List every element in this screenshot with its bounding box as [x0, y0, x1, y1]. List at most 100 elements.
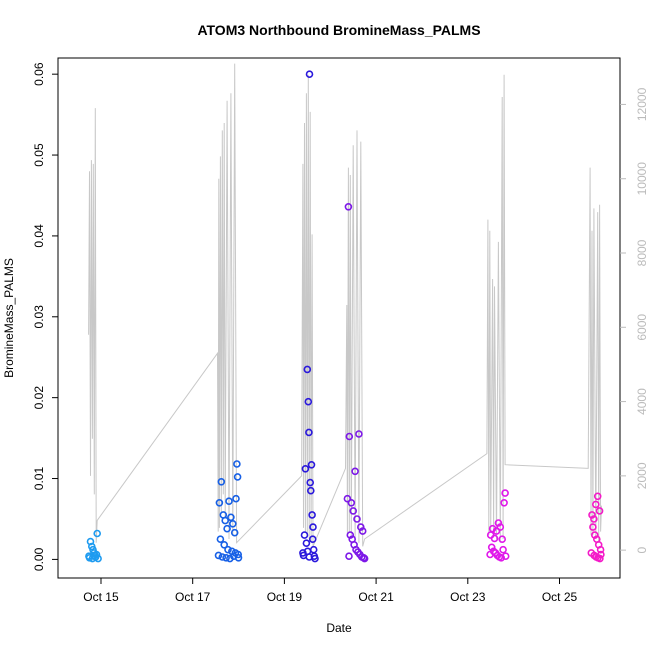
data-point-1-1	[217, 477, 226, 486]
y2-tick-label-5: 10000	[635, 162, 649, 196]
data-point-4-6	[498, 535, 507, 544]
x-tick-label-4: Oct 23	[450, 590, 486, 604]
data-point-1-17	[214, 551, 223, 560]
data-point-2-12	[302, 539, 311, 548]
y-tick-label-0: 0.00	[32, 547, 46, 571]
x-axis-label: Date	[326, 621, 352, 635]
data-point-3-9	[358, 527, 367, 535]
data-point-2-3	[304, 397, 313, 406]
data-point-1-13	[220, 540, 228, 549]
data-point-0-8	[93, 529, 101, 538]
data-point-4-2	[490, 534, 499, 543]
data-point-1-8	[230, 528, 239, 537]
data-point-2-14	[309, 545, 318, 554]
y-tick-label-1: 0.01	[32, 467, 46, 491]
y-axis-label: BromineMass_PALMS	[2, 258, 16, 378]
data-point-4-3	[492, 527, 501, 535]
x-tick-label-5: Oct 25	[542, 590, 578, 604]
data-point-1-0	[215, 498, 224, 507]
data-point-2-5	[305, 70, 314, 78]
data-point-4-14	[497, 553, 506, 562]
data-point-2-2	[303, 365, 312, 374]
data-point-4-15	[499, 545, 507, 554]
data-point-5-5	[589, 523, 597, 531]
data-point-5-0	[588, 511, 596, 519]
data-point-2-9	[308, 511, 316, 519]
data-point-3-18	[360, 554, 369, 563]
data-point-4-17	[486, 550, 494, 559]
data-point-5-4	[595, 507, 604, 515]
y-axis: 0.00 0.01 0.02 0.03 0.04 0.05 0.06	[32, 62, 58, 571]
data-point-3-4	[349, 507, 358, 515]
data-point-2-1	[301, 464, 310, 473]
chart-title: ATOM3 Northbound BromineMass_PALMS	[197, 22, 480, 38]
points-layer	[85, 70, 605, 563]
data-point-5-2	[591, 500, 600, 509]
y2-tick-label-4: 8000	[635, 239, 649, 266]
data-point-4-5	[496, 523, 505, 531]
y2-tick-label-2: 4000	[635, 388, 649, 415]
data-point-5-15	[597, 550, 605, 559]
data-point-4-7	[500, 498, 508, 507]
x-tick-label-0: Oct 15	[83, 590, 119, 604]
x-tick-label-2: Oct 19	[267, 590, 303, 604]
data-point-4-9	[487, 543, 496, 552]
data-point-1-7	[229, 519, 237, 528]
data-point-3-8	[356, 523, 365, 531]
data-point-4-16	[501, 552, 510, 561]
y2-tick-label-6: 12000	[635, 87, 649, 121]
data-point-3-6	[353, 515, 361, 523]
data-point-3-5	[351, 467, 359, 476]
data-point-0-9	[92, 550, 101, 559]
data-point-1-9	[232, 494, 240, 503]
data-point-1-5	[225, 497, 233, 506]
data-point-3-3	[347, 498, 356, 507]
data-point-1-12	[216, 535, 225, 544]
y-tick-label-3: 0.03	[32, 305, 46, 329]
data-point-1-6	[227, 513, 235, 522]
data-point-2-4	[305, 428, 313, 437]
data-point-1-22	[234, 550, 242, 559]
data-point-0-0	[86, 537, 95, 546]
secondary-line-layer	[88, 63, 602, 547]
data-point-0-11	[88, 554, 97, 563]
data-point-3-7	[355, 430, 363, 438]
data-point-1-19	[222, 553, 230, 562]
data-point-1-14	[224, 545, 232, 554]
y2-tick-label-1: 2000	[635, 462, 649, 489]
data-point-3-19	[345, 552, 353, 561]
y-tick-label-5: 0.05	[32, 143, 46, 167]
data-point-4-4	[494, 519, 503, 527]
data-point-1-4	[223, 524, 231, 533]
data-point-1-23	[234, 553, 243, 562]
data-point-1-11	[233, 473, 242, 481]
y2-tick-label-0: 0	[635, 546, 649, 553]
data-point-5-1	[590, 515, 598, 523]
data-point-3-1	[344, 203, 353, 211]
data-point-5-9	[596, 545, 605, 554]
x-axis: Oct 15 Oct 17 Oct 19 Oct 21 Oct 23 Oct 25	[83, 578, 577, 604]
data-point-5-6	[590, 531, 599, 539]
data-point-2-19	[311, 554, 319, 563]
y2-tick-label-3: 6000	[635, 314, 649, 341]
data-point-1-3	[221, 516, 229, 525]
data-point-3-10	[346, 531, 355, 539]
data-point-2-6	[306, 478, 315, 487]
y2-axis: 0 2000 4000 6000 8000 10000 12000	[620, 87, 649, 553]
plot-frame	[57, 57, 621, 579]
data-point-3-2	[345, 432, 354, 441]
x-tick-label-3: Oct 21	[358, 590, 394, 604]
data-point-2-8	[307, 460, 316, 469]
data-point-2-13	[308, 535, 317, 544]
data-point-1-18	[218, 553, 227, 561]
y-tick-label-6: 0.06	[32, 62, 46, 86]
secondary-series-line	[88, 63, 602, 547]
data-point-2-11	[300, 531, 309, 539]
data-point-5-14	[596, 554, 604, 563]
data-point-1-10	[233, 460, 241, 468]
data-point-4-8	[501, 489, 509, 497]
data-point-5-3	[593, 492, 602, 501]
y-tick-label-4: 0.04	[32, 224, 46, 248]
data-point-2-10	[309, 523, 317, 531]
